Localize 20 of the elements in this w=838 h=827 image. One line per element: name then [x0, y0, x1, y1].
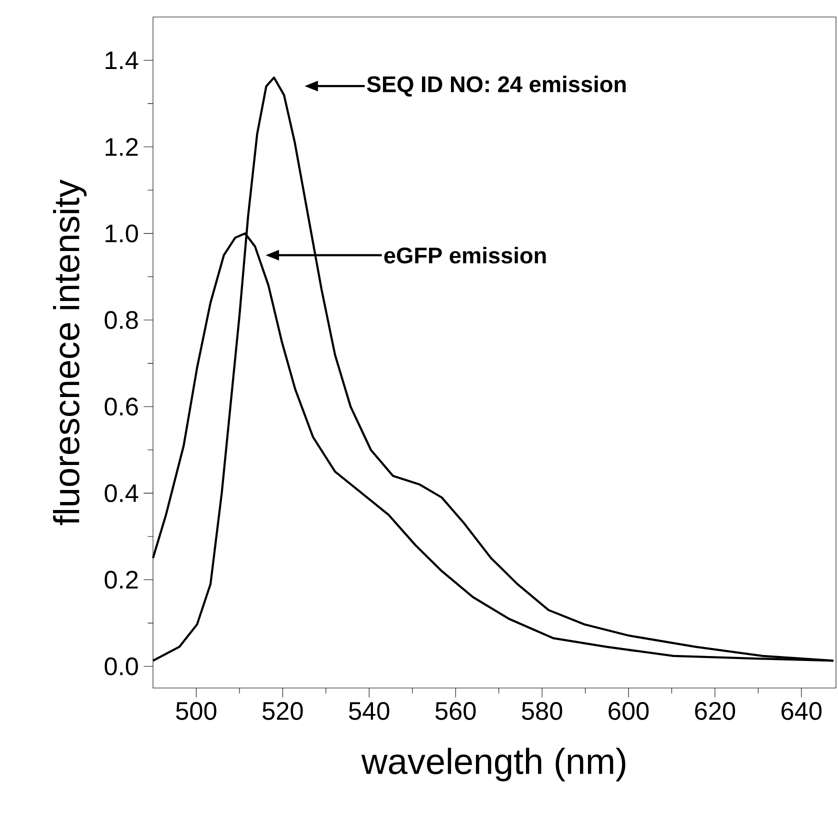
y-tick-label: 1.2: [106, 138, 138, 156]
y-tick-label: 0.2: [104, 570, 138, 589]
x-tick-label: 620: [695, 702, 736, 720]
y-tick-label: 1.4: [106, 52, 138, 69]
x-axis-title: wavelength (nm): [361, 748, 626, 782]
annotation: eGFP emission: [384, 246, 546, 264]
x-tick-label: 600: [608, 702, 649, 720]
x-tick-label: 540: [349, 702, 390, 720]
y-tick-label: 0.4: [104, 484, 138, 502]
x-tick-label: 580: [522, 702, 562, 720]
y-axis-title: fluorescnece intensity: [53, 180, 87, 526]
x-tick-label: 500: [176, 702, 216, 720]
y-tick-label: 1.0: [106, 224, 138, 242]
y-tick-label: 0.8: [104, 311, 138, 329]
x-tick-label: 640: [782, 702, 822, 720]
y-tick-label: 0.6: [104, 398, 138, 416]
y-tick-label: 0.0: [104, 657, 138, 676]
annotation: SEQ ID NO: 24 emission: [366, 76, 626, 97]
x-tick-label: 520: [262, 702, 303, 720]
x-tick-label: 560: [435, 702, 476, 720]
